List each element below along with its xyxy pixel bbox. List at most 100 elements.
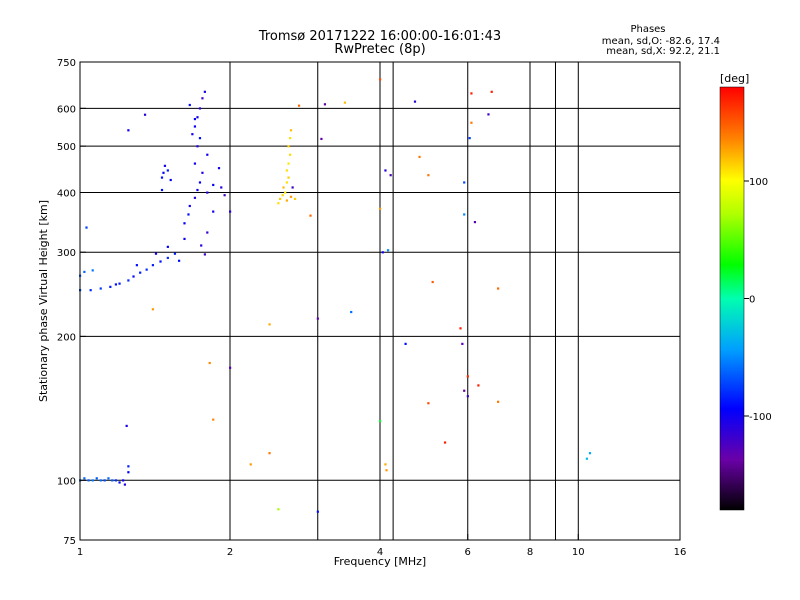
data-point <box>212 210 215 213</box>
data-point <box>85 226 88 229</box>
y-tick-label: 200 <box>57 332 76 343</box>
data-point <box>87 479 90 482</box>
data-point <box>135 264 138 267</box>
data-point <box>196 116 199 119</box>
data-point <box>466 375 469 378</box>
data-point <box>166 245 169 248</box>
echo-points <box>79 78 592 513</box>
data-point <box>470 92 473 95</box>
data-point <box>293 197 297 201</box>
data-point <box>99 287 102 290</box>
data-point <box>384 169 387 172</box>
data-point <box>166 256 169 260</box>
data-point <box>404 342 407 345</box>
colorbar-tick-label: 0 <box>749 295 755 306</box>
data-point <box>145 268 148 271</box>
y-axis: 75 100 200 300 400 500 600 750 <box>57 58 86 547</box>
data-point <box>114 283 118 286</box>
x-tick-label: 8 <box>527 547 533 558</box>
data-point <box>160 176 164 179</box>
data-point <box>191 133 194 136</box>
data-point <box>379 420 382 423</box>
data-point <box>99 479 102 482</box>
data-point <box>109 285 112 288</box>
data-point <box>463 181 466 184</box>
data-point <box>95 477 98 480</box>
data-point <box>289 129 293 132</box>
data-point <box>127 465 130 468</box>
data-point <box>188 103 191 107</box>
stats-x-mode: mean, sd,X: 92.2, 21.1 <box>606 46 720 57</box>
data-point <box>287 145 290 148</box>
data-point <box>229 366 232 369</box>
x-tick-label: 6 <box>465 547 471 558</box>
data-point <box>585 457 588 460</box>
data-point <box>212 183 215 187</box>
data-point <box>379 207 382 210</box>
data-point <box>468 137 471 140</box>
data-point <box>169 178 172 182</box>
data-point <box>285 169 288 172</box>
data-point <box>200 244 203 247</box>
data-point <box>461 342 464 345</box>
data-point <box>196 145 199 148</box>
y-tick-label: 600 <box>57 104 76 115</box>
data-point <box>291 186 294 189</box>
data-point <box>193 125 197 128</box>
data-point <box>466 395 469 398</box>
data-point <box>173 252 177 255</box>
data-point <box>229 210 232 213</box>
x-tick-label: 2 <box>227 547 233 558</box>
data-point <box>118 481 121 484</box>
data-point <box>127 129 130 132</box>
data-point <box>162 171 165 174</box>
data-point <box>282 186 285 189</box>
x-axis-label: Frequency [MHz] <box>334 555 426 568</box>
y-tick-label: 500 <box>57 142 76 153</box>
data-point <box>323 103 327 106</box>
data-point <box>418 155 421 159</box>
data-point <box>384 463 387 466</box>
y-tick-label: 750 <box>57 58 76 69</box>
x-axis: 1 2 4 6 8 10 16 <box>77 534 686 558</box>
x-tick-label: 1 <box>77 547 83 558</box>
data-point <box>316 510 319 513</box>
data-point <box>268 452 271 455</box>
x-tick-label: 10 <box>572 547 585 558</box>
data-point <box>196 188 199 192</box>
data-point <box>89 289 92 292</box>
data-point <box>201 97 204 100</box>
y-tick-label: 400 <box>57 188 76 199</box>
data-point <box>459 327 462 330</box>
data-point <box>127 471 130 474</box>
data-point <box>127 279 130 282</box>
colorbar-label: [deg] <box>720 72 749 85</box>
data-point <box>289 137 292 140</box>
y-axis-label: Stationary phase Virtual Height [km] <box>37 200 50 402</box>
data-point <box>91 269 94 272</box>
data-point <box>320 137 323 141</box>
grid-lines <box>80 62 680 540</box>
data-point <box>427 402 430 405</box>
data-point <box>198 181 202 184</box>
data-point <box>279 197 282 201</box>
colorbar-ticks: 100 0 -100 <box>744 177 772 423</box>
data-point <box>187 213 190 216</box>
data-point <box>427 174 430 177</box>
data-point <box>139 271 142 274</box>
y-tick-label: 300 <box>57 248 76 259</box>
y-tick-label: 75 <box>63 536 76 547</box>
data-point <box>118 282 121 285</box>
data-point <box>111 479 114 482</box>
data-point <box>431 280 434 284</box>
data-point <box>151 264 155 267</box>
data-point <box>588 452 592 455</box>
data-point <box>350 310 353 314</box>
data-point <box>206 191 209 194</box>
data-point <box>163 164 167 167</box>
x-tick-label: 4 <box>377 547 383 558</box>
data-point <box>193 117 197 121</box>
chart-subtitle: RwPretec (8p) <box>334 42 425 57</box>
data-point <box>208 361 211 365</box>
data-point <box>198 107 202 110</box>
